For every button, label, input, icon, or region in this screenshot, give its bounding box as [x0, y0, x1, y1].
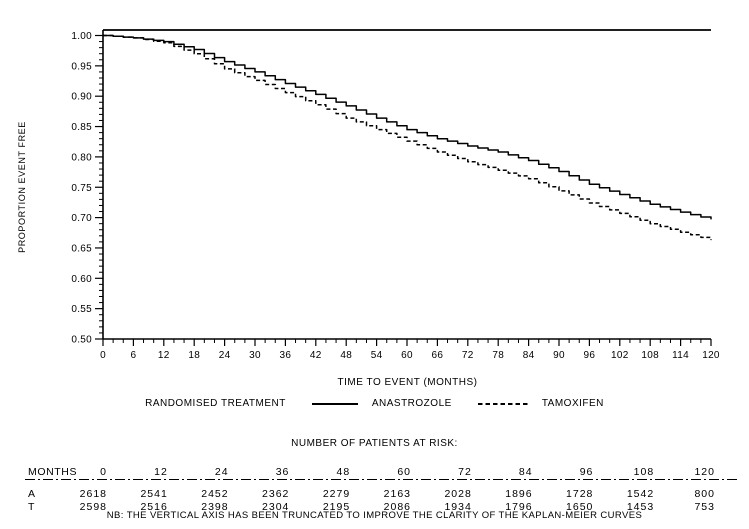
risk-value-cell: 1650: [566, 501, 594, 513]
y-tick-label: 0.75: [71, 183, 92, 194]
risk-header-cell: 96: [579, 466, 594, 478]
x-tick-label: 120: [702, 350, 720, 361]
risk-value-cell: 2195: [322, 501, 351, 513]
x-tick-label: 108: [641, 350, 659, 361]
y-tick-label: 1.00: [71, 31, 92, 42]
x-tick-label: 78: [492, 350, 504, 361]
legend-label-tamoxifen: TAMOXIFEN: [541, 398, 604, 409]
risk-value-cell: 2028: [444, 488, 472, 500]
y-tick-label: 0.50: [71, 335, 92, 346]
risk-table-title: NUMBER OF PATIENTS AT RISK:: [291, 438, 458, 449]
risk-value-cell: 2516: [140, 501, 168, 513]
risk-value-cell: 1542: [626, 488, 655, 500]
x-tick-label: 96: [584, 350, 596, 361]
risk-header-cell: 0: [100, 466, 107, 478]
legend: RANDOMISED TREATMENT ANASTROZOLE TAMOXIF…: [0, 398, 749, 409]
x-tick-label: 18: [188, 350, 200, 361]
x-tick-label: 6: [130, 350, 136, 361]
risk-header-cell: 48: [336, 466, 351, 478]
risk-value-cell: 1796: [505, 501, 533, 513]
risk-row-label: A: [28, 488, 36, 500]
risk-value-cell: 1896: [505, 488, 533, 500]
x-tick-label: 114: [672, 350, 689, 361]
risk-value-cell: 2279: [322, 488, 351, 500]
risk-value-cell: 753: [694, 501, 715, 513]
x-tick-label: 0: [100, 350, 106, 361]
risk-header-cell: 12: [154, 466, 168, 478]
dashed-line-swatch: [477, 402, 528, 405]
risk-value-cell: 1934: [444, 501, 472, 513]
legend-item-tamoxifen: TAMOXIFEN: [477, 398, 604, 409]
risk-value-cell: 2541: [140, 488, 168, 500]
legend-item-anastrozole: ANASTROZOLE: [311, 398, 452, 409]
risk-header-cell: 108: [633, 466, 655, 478]
risk-value-cell: 2618: [79, 488, 107, 500]
x-tick-label: 24: [219, 350, 231, 361]
x-tick-label: 30: [249, 350, 261, 361]
x-tick-label: 90: [553, 350, 565, 361]
risk-months-label: MONTHS: [28, 466, 78, 478]
x-tick-label: 102: [611, 350, 629, 361]
risk-value-cell: 2163: [383, 488, 411, 500]
risk-value-cell: 2362: [262, 488, 290, 500]
risk-header-cell: 36: [275, 466, 290, 478]
y-axis-title: PROPORTION EVENT FREE: [17, 121, 27, 253]
y-tick-label: 0.70: [71, 213, 92, 224]
y-tick-label: 0.85: [71, 122, 92, 133]
solid-line-swatch: [311, 402, 358, 405]
y-tick-label: 0.95: [71, 61, 92, 72]
risk-header-cell: 84: [518, 466, 533, 478]
x-tick-label: 72: [462, 350, 474, 361]
y-tick-label: 0.80: [71, 152, 92, 163]
x-tick-label: 42: [310, 350, 322, 361]
risk-header-cell: 72: [458, 466, 472, 478]
y-tick-label: 0.55: [71, 304, 92, 315]
risk-header-cell: 120: [694, 466, 715, 478]
risk-table: MONTHS 0 12 24 36 48 60 72 84 96 108 120 A 2618 2541 24…: [0, 462, 749, 520]
x-tick-label: 48: [340, 350, 352, 361]
risk-value-cell: 2452: [201, 488, 229, 500]
risk-table-separator: [25, 479, 737, 480]
series-anastrozole-curve: [103, 34, 712, 220]
risk-value-cell: 1728: [566, 488, 594, 500]
risk-value-cell: 2086: [383, 501, 411, 513]
y-tick-label: 0.65: [71, 243, 92, 254]
risk-value-cell: 2304: [262, 501, 290, 513]
legend-label-anastrozole: ANASTROZOLE: [371, 398, 452, 409]
x-tick-label: 36: [280, 350, 292, 361]
series-tamoxifen-curve: [103, 34, 712, 241]
footnote: NB: THE VERTICAL AXIS HAS BEEN TRUNCATED…: [106, 510, 643, 521]
risk-value-cell: 2398: [201, 501, 229, 513]
x-tick-label: 12: [158, 350, 170, 361]
risk-header-cell: 24: [214, 466, 229, 478]
x-axis-title: TIME TO EVENT (MONTHS): [337, 377, 478, 388]
legend-title: RANDOMISED TREATMENT: [145, 398, 286, 409]
x-tick-label: 60: [401, 350, 413, 361]
x-tick-label: 66: [432, 350, 444, 361]
risk-value-cell: 800: [694, 488, 715, 500]
x-tick-label: 54: [371, 350, 383, 361]
risk-value-cell: 2598: [79, 501, 107, 513]
x-tick-label: 84: [523, 350, 535, 361]
risk-header-cell: 60: [397, 466, 411, 478]
risk-row-label: T: [28, 501, 36, 513]
y-tick-label: 0.90: [71, 92, 92, 103]
y-tick-label: 0.60: [71, 274, 92, 285]
risk-value-cell: 1453: [626, 501, 655, 513]
